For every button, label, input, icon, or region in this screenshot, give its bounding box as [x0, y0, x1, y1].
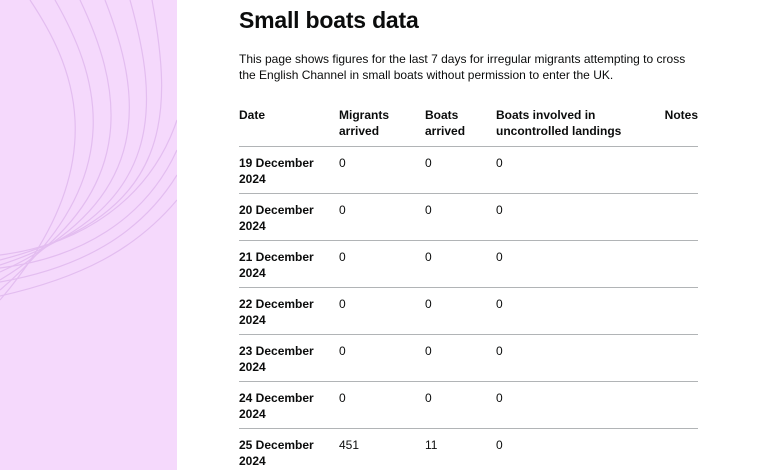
- main-content: Small boats data This page shows figures…: [239, 0, 699, 470]
- table-row: 21 December 2024 0 0 0: [239, 240, 698, 288]
- row-notes: [646, 428, 698, 470]
- row-notes: [646, 334, 698, 382]
- table-row: 20 December 2024 0 0 0: [239, 193, 698, 241]
- row-date: 24 December 2024: [239, 381, 339, 429]
- decorative-curves: [0, 0, 177, 301]
- row-uncontrolled: 0: [496, 334, 646, 382]
- table-header-row: Date Migrants arrived Boats arrived Boat…: [239, 107, 698, 147]
- row-uncontrolled: 0: [496, 381, 646, 429]
- row-boats: 0: [425, 193, 496, 241]
- row-migrants: 0: [339, 381, 425, 429]
- page-title: Small boats data: [239, 7, 419, 33]
- table-row: 22 December 2024 0 0 0: [239, 287, 698, 335]
- row-notes: [646, 240, 698, 288]
- header-boats-arrived: Boats arrived: [425, 107, 496, 147]
- header-date: Date: [239, 107, 339, 147]
- row-migrants: 0: [339, 240, 425, 288]
- row-uncontrolled: 0: [496, 428, 646, 470]
- row-date: 23 December 2024: [239, 334, 339, 382]
- row-uncontrolled: 0: [496, 240, 646, 288]
- row-migrants: 451: [339, 428, 425, 470]
- row-boats: 0: [425, 334, 496, 382]
- row-date: 25 December 2024: [239, 428, 339, 470]
- row-boats: 0: [425, 240, 496, 288]
- table-row: 25 December 2024 451 11 0: [239, 428, 698, 470]
- row-uncontrolled: 0: [496, 193, 646, 241]
- row-migrants: 0: [339, 287, 425, 335]
- row-notes: [646, 193, 698, 241]
- row-migrants: 0: [339, 334, 425, 382]
- row-migrants: 0: [339, 193, 425, 241]
- row-notes: [646, 287, 698, 335]
- row-date: 21 December 2024: [239, 240, 339, 288]
- row-date: 22 December 2024: [239, 287, 339, 335]
- header-migrants-arrived: Migrants arrived: [339, 107, 425, 147]
- header-notes: Notes: [646, 107, 698, 147]
- table-row: 19 December 2024 0 0 0: [239, 146, 698, 194]
- table-row: 24 December 2024 0 0 0: [239, 381, 698, 429]
- row-uncontrolled: 0: [496, 287, 646, 335]
- decorative-side-panel: [0, 0, 177, 470]
- header-uncontrolled-landings: Boats involved in uncontrolled landings: [496, 107, 646, 147]
- row-boats: 0: [425, 381, 496, 429]
- row-date: 20 December 2024: [239, 193, 339, 241]
- row-migrants: 0: [339, 146, 425, 194]
- row-notes: [646, 381, 698, 429]
- row-boats: 11: [425, 428, 496, 470]
- table-row: 23 December 2024 0 0 0: [239, 334, 698, 382]
- small-boats-table: Date Migrants arrived Boats arrived Boat…: [239, 107, 698, 470]
- intro-paragraph: This page shows figures for the last 7 d…: [239, 52, 686, 82]
- row-date: 19 December 2024: [239, 146, 339, 194]
- row-boats: 0: [425, 287, 496, 335]
- row-boats: 0: [425, 146, 496, 194]
- row-uncontrolled: 0: [496, 146, 646, 194]
- row-notes: [646, 146, 698, 194]
